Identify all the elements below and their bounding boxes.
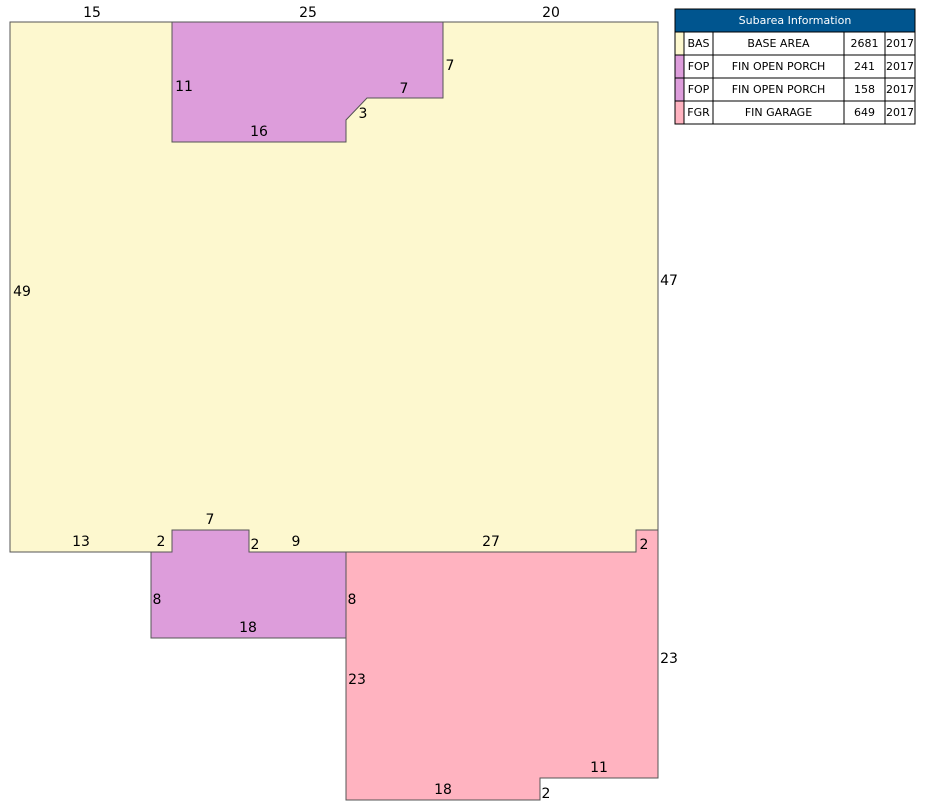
cell-text: FIN OPEN PORCH	[732, 60, 826, 73]
dimension-label: 15	[83, 5, 101, 21]
cell-text: 2017	[886, 37, 914, 50]
open-porch	[150, 529, 347, 639]
dimension-label: 18	[239, 620, 257, 636]
cell-text: 2017	[886, 60, 914, 73]
swatch	[674, 31, 685, 56]
cell-text: 2017	[886, 83, 914, 96]
cell-text: FIN OPEN PORCH	[732, 83, 826, 96]
dimension-label: 2	[542, 786, 551, 802]
subarea-table: Subarea Information BAS BASE AREA 2681 2017…	[674, 8, 916, 125]
cell-text: FIN GARAGE	[745, 106, 812, 119]
cell-text: 241	[854, 60, 875, 73]
cell-text: FOP	[688, 83, 710, 96]
cell-text: 2681	[851, 37, 879, 50]
dimension-label: 9	[292, 534, 301, 550]
swatch	[674, 54, 685, 79]
dimension-label: 11	[590, 760, 608, 776]
dimension-label: 2	[640, 537, 649, 553]
dimensions: 15 25 20 7 11 7 3 16 49 47 7 13 2 2 9 27 2 8 8 18 23 23 11 18 2	[13, 5, 678, 802]
dimension-label: 47	[660, 273, 678, 289]
open-porch	[171, 21, 444, 143]
dimension-label: 16	[250, 124, 268, 140]
dimension-label: 20	[542, 5, 560, 21]
cell-text: 2017	[886, 106, 914, 119]
cell-text: 649	[854, 106, 875, 119]
table-title: Subarea Information	[739, 14, 852, 27]
dimension-label: 23	[348, 672, 366, 688]
cell-text: 158	[854, 83, 875, 96]
swatch	[674, 100, 685, 125]
dimension-label: 7	[446, 58, 455, 74]
cell-text: BASE AREA	[747, 37, 810, 50]
dimension-label: 25	[299, 5, 317, 21]
dimension-label: 18	[434, 782, 452, 798]
dimension-label: 2	[157, 534, 166, 550]
dimension-label: 13	[72, 534, 90, 550]
dimension-label: 2	[251, 537, 260, 553]
dimension-label: 27	[482, 534, 500, 550]
dimension-label: 11	[175, 79, 193, 95]
table-cell	[884, 100, 916, 125]
cell-text: FGR	[687, 106, 710, 119]
dimension-label: 8	[153, 592, 162, 608]
dimension-label: 7	[206, 512, 215, 528]
dimension-label: 7	[400, 81, 409, 97]
cell-text: BAS	[687, 37, 709, 50]
dimension-label: 8	[348, 592, 357, 608]
cell-text: FOP	[688, 60, 710, 73]
dimension-label: 3	[359, 106, 368, 122]
dimension-label: 23	[660, 651, 678, 667]
dimension-label: 49	[13, 284, 31, 300]
garage	[345, 529, 659, 801]
swatch	[674, 77, 685, 102]
